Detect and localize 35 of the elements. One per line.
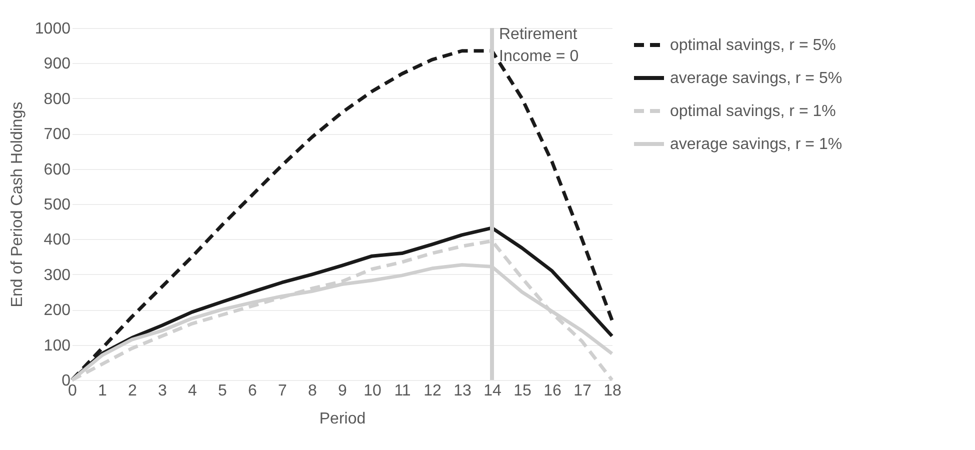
legend-label: average savings, r = 1%	[670, 136, 842, 153]
x-tick-label: 12	[424, 382, 442, 400]
y-tick-label: 200	[44, 302, 71, 320]
y-axis-title: End of Period Cash Holdings	[8, 102, 26, 308]
y-tick-label: 600	[44, 161, 71, 178]
y-tick-label: 400	[44, 232, 71, 249]
y-tick-label: 700	[44, 126, 71, 144]
x-tick-label: 13	[454, 382, 472, 400]
x-tick-label: 6	[248, 382, 258, 400]
x-tick-label: 17	[574, 382, 592, 400]
y-tick-label: 300	[44, 266, 71, 284]
x-tick-label: 4	[188, 382, 198, 400]
x-tick-label: 5	[218, 382, 228, 400]
x-axis-title: Period	[319, 410, 366, 428]
x-tick-label: 16	[544, 382, 562, 400]
x-tick-label: 3	[158, 382, 168, 400]
x-tick-label: 8	[308, 382, 318, 400]
x-tick-label: 14	[484, 382, 502, 400]
y-tick-label: 1000	[34, 20, 71, 38]
x-tick-label: 9	[338, 382, 348, 400]
x-tick-label: 7	[278, 382, 288, 400]
x-tick-label: 1	[98, 382, 108, 400]
y-tick-label: 800	[44, 90, 71, 108]
x-tick-label: 11	[394, 382, 411, 400]
legend-label: optimal savings, r = 1%	[670, 103, 836, 120]
y-tick-label: 900	[44, 56, 71, 73]
x-tick-label: 15	[514, 382, 532, 400]
y-tick-label: 500	[44, 196, 71, 214]
legend-label: average savings, r = 5%	[670, 70, 842, 87]
legend-label: optimal savings, r = 5%	[670, 37, 836, 54]
x-tick-label: 10	[364, 382, 382, 400]
annotation: Retirement Income = 0	[499, 26, 579, 65]
x-tick-label: 18	[604, 382, 622, 400]
y-tick-label: 100	[44, 337, 71, 354]
x-tick-label: 2	[128, 382, 138, 400]
